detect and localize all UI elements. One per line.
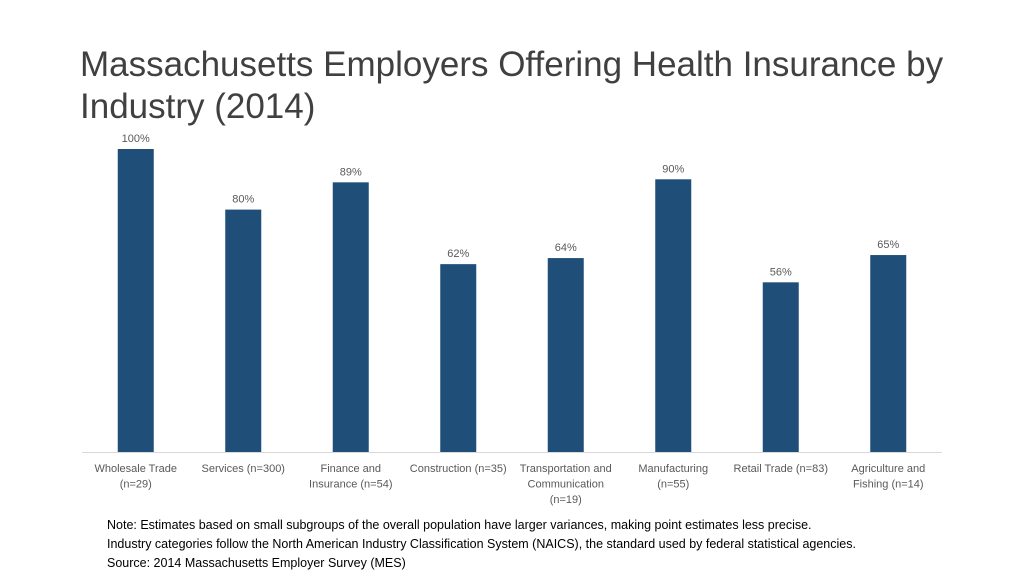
bar [547, 258, 584, 452]
data-label: 62% [447, 248, 469, 260]
bar [440, 264, 477, 452]
category-label: Manufacturing (n=55) [638, 463, 708, 491]
category-label: Retail Trade (n=83) [734, 463, 828, 475]
data-label: 89% [340, 166, 362, 178]
bar [655, 179, 692, 453]
category-label: Transportation and Communication (n=19) [520, 463, 612, 506]
note-line: Source: 2014 Massachusetts Employer Surv… [107, 556, 406, 570]
category-label: Construction (n=35) [410, 463, 507, 475]
category-label: Services (n=300) [202, 463, 285, 475]
bar [332, 182, 369, 452]
bar [870, 255, 907, 452]
chart-title: Massachusetts Employers Offering Health … [80, 45, 944, 126]
bar [762, 282, 799, 452]
category-label: Finance and Insurance (n=54) [309, 463, 392, 491]
note-line: Note: Estimates based on small subgroups… [107, 518, 812, 532]
category-label: Agriculture and Fishing (n=14) [851, 463, 925, 491]
data-label: 100% [122, 133, 150, 145]
data-label: 65% [877, 239, 899, 251]
data-label: 56% [770, 266, 792, 278]
chart-notes: Note: Estimates based on small subgroups… [107, 516, 987, 573]
category-label: Wholesale Trade (n=29) [94, 463, 177, 491]
data-label: 80% [232, 194, 254, 206]
bar [225, 209, 262, 452]
data-label: 64% [555, 242, 577, 254]
data-label: 90% [662, 163, 684, 175]
bar [117, 149, 154, 452]
note-line: Industry categories follow the North Ame… [107, 537, 856, 551]
